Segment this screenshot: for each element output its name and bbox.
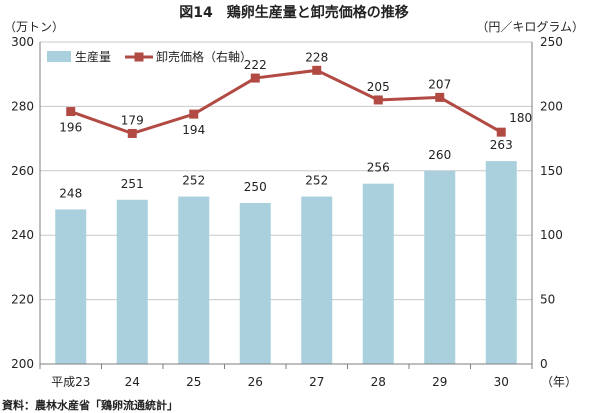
line-series bbox=[66, 65, 506, 138]
x-tick-label: 25 bbox=[186, 375, 201, 389]
legend-marker-price bbox=[134, 52, 144, 62]
left-axis-unit: （万トン） bbox=[4, 20, 64, 34]
bar-value-label: 252 bbox=[182, 174, 205, 188]
y-left-tick-label: 200 bbox=[11, 357, 34, 371]
gridlines bbox=[40, 41, 532, 365]
x-tick-label: 26 bbox=[248, 375, 263, 389]
y-right-tick-label: 50 bbox=[540, 293, 555, 307]
right-axis-unit: （円／キログラム） bbox=[476, 20, 584, 34]
bar-value-label: 263 bbox=[490, 138, 513, 152]
axes: 200 220 240 260 280 300 0 50 100 150 200 250 平成23 24 2… bbox=[11, 35, 563, 389]
chart-title: 図14 鶏卵生産量と卸売価格の推移 bbox=[179, 4, 408, 21]
x-axis-unit: （年） bbox=[541, 375, 577, 389]
price-value-label: 228 bbox=[305, 50, 328, 64]
x-tick-label: 27 bbox=[309, 375, 324, 389]
price-marker bbox=[189, 109, 199, 119]
bar-data-labels: 248 251 252 250 252 256 260 263 bbox=[59, 138, 512, 200]
bar-value-label: 260 bbox=[428, 148, 451, 162]
x-tick-label: 24 bbox=[125, 375, 140, 389]
x-tick-label: 30 bbox=[494, 375, 509, 389]
bar-value-label: 250 bbox=[244, 180, 267, 194]
price-value-label: 194 bbox=[182, 123, 205, 137]
y-left-tick-label: 300 bbox=[11, 35, 34, 49]
price-value-label: 180 bbox=[509, 111, 532, 125]
source-note: 資料：農林水産省「鶏卵流通統計」 bbox=[2, 398, 178, 412]
y-right-tick-label: 0 bbox=[540, 357, 548, 371]
bar bbox=[301, 196, 333, 364]
price-marker bbox=[127, 128, 137, 138]
bar bbox=[362, 183, 394, 364]
bar-value-label: 251 bbox=[121, 177, 144, 191]
bar-series bbox=[55, 161, 517, 364]
legend: 生産量 卸売価格（右軸） bbox=[47, 49, 252, 64]
price-marker bbox=[435, 92, 445, 102]
price-marker bbox=[250, 73, 260, 83]
price-value-label: 222 bbox=[244, 58, 267, 72]
y-left-tick-label: 240 bbox=[11, 228, 34, 242]
legend-swatch-production bbox=[47, 51, 71, 62]
price-value-label: 205 bbox=[367, 80, 390, 94]
x-tick-label: 29 bbox=[432, 375, 447, 389]
y-right-tick-label: 250 bbox=[540, 35, 563, 49]
bar bbox=[55, 209, 87, 364]
price-marker bbox=[496, 127, 506, 137]
bar bbox=[239, 203, 271, 364]
price-marker bbox=[373, 95, 383, 105]
y-left-tick-label: 280 bbox=[11, 99, 34, 113]
bar-value-label: 256 bbox=[367, 161, 390, 175]
price-value-label: 179 bbox=[121, 113, 144, 127]
price-line bbox=[70, 68, 502, 136]
bar bbox=[116, 199, 148, 364]
bar-value-label: 248 bbox=[59, 186, 82, 200]
bar bbox=[485, 161, 517, 364]
x-tick-label: 28 bbox=[371, 375, 386, 389]
x-tick-label: 平成23 bbox=[51, 375, 90, 389]
legend-label-production: 生産量 bbox=[75, 49, 111, 64]
y-right-tick-label: 200 bbox=[540, 99, 563, 113]
y-right-tick-label: 150 bbox=[540, 164, 563, 178]
price-value-label: 196 bbox=[59, 121, 82, 135]
y-right-tick-label: 100 bbox=[540, 228, 563, 242]
price-value-label: 207 bbox=[428, 77, 451, 91]
line-data-labels: 196 179 194 222 228 205 207 180 bbox=[59, 50, 532, 137]
y-left-tick-label: 220 bbox=[11, 293, 34, 307]
legend-label-price: 卸売価格（右軸） bbox=[156, 49, 252, 64]
bar bbox=[178, 196, 210, 364]
bar bbox=[424, 170, 456, 364]
price-marker bbox=[66, 107, 76, 117]
bar-value-label: 252 bbox=[305, 174, 328, 188]
y-left-tick-label: 260 bbox=[11, 164, 34, 178]
price-marker bbox=[312, 65, 322, 75]
